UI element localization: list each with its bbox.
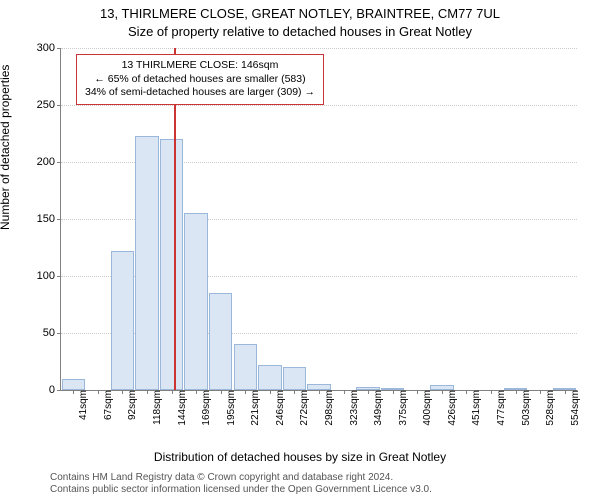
gridline-h bbox=[61, 48, 577, 49]
plot-area: 05010015020025030041sqm67sqm92sqm118sqm1… bbox=[60, 48, 577, 391]
y-tick-label: 250 bbox=[19, 99, 61, 111]
y-tick-label: 0 bbox=[19, 384, 61, 396]
x-tick-label: 528sqm bbox=[541, 390, 556, 426]
x-tick-label: 92sqm bbox=[123, 390, 138, 420]
annotation-line2: ← 65% of detached houses are smaller (58… bbox=[85, 73, 315, 87]
x-tick-label: 144sqm bbox=[173, 390, 188, 426]
footer-text: Contains HM Land Registry data © Crown c… bbox=[50, 472, 590, 496]
x-tick-label: 169sqm bbox=[197, 390, 212, 426]
histogram-bar bbox=[111, 251, 134, 390]
annotation-box: 13 THIRLMERE CLOSE: 146sqm ← 65% of deta… bbox=[76, 54, 324, 105]
x-tick-label: 426sqm bbox=[443, 390, 458, 426]
x-tick-label: 298sqm bbox=[320, 390, 335, 426]
y-tick-label: 50 bbox=[19, 327, 61, 339]
annotation-line1: 13 THIRLMERE CLOSE: 146sqm bbox=[85, 59, 315, 73]
x-tick-label: 67sqm bbox=[99, 390, 114, 420]
footer-line2: Contains public sector information licen… bbox=[50, 484, 590, 496]
histogram-bar bbox=[62, 379, 85, 390]
histogram-bar bbox=[135, 136, 158, 390]
x-tick-label: 451sqm bbox=[467, 390, 482, 426]
x-tick-label: 375sqm bbox=[394, 390, 409, 426]
y-tick-label: 150 bbox=[19, 213, 61, 225]
x-axis-label: Distribution of detached houses by size … bbox=[0, 450, 600, 464]
chart-title-line2: Size of property relative to detached ho… bbox=[0, 24, 600, 39]
gridline-h bbox=[61, 105, 577, 106]
y-tick-label: 300 bbox=[19, 42, 61, 54]
chart-title-line1: 13, THIRLMERE CLOSE, GREAT NOTLEY, BRAIN… bbox=[0, 6, 600, 21]
y-axis-label: Number of detached properties bbox=[0, 65, 12, 230]
chart-container: 13, THIRLMERE CLOSE, GREAT NOTLEY, BRAIN… bbox=[0, 0, 600, 500]
x-tick-label: 323sqm bbox=[345, 390, 360, 426]
y-tick-label: 200 bbox=[19, 156, 61, 168]
x-tick-label: 195sqm bbox=[222, 390, 237, 426]
x-tick-label: 246sqm bbox=[271, 390, 286, 426]
x-tick-label: 41sqm bbox=[74, 390, 89, 420]
y-tick-label: 100 bbox=[19, 270, 61, 282]
x-tick-label: 400sqm bbox=[418, 390, 433, 426]
x-tick-label: 221sqm bbox=[246, 390, 261, 426]
histogram-bar bbox=[209, 293, 232, 390]
x-tick-label: 554sqm bbox=[566, 390, 581, 426]
x-tick-label: 477sqm bbox=[492, 390, 507, 426]
histogram-bar bbox=[283, 367, 306, 390]
histogram-bar bbox=[258, 365, 281, 390]
footer-line1: Contains HM Land Registry data © Crown c… bbox=[50, 472, 590, 484]
x-tick-label: 503sqm bbox=[517, 390, 532, 426]
x-tick-label: 349sqm bbox=[369, 390, 384, 426]
annotation-line3: 34% of semi-detached houses are larger (… bbox=[85, 86, 315, 100]
x-tick-label: 272sqm bbox=[295, 390, 310, 426]
histogram-bar bbox=[160, 139, 183, 390]
x-tick-label: 118sqm bbox=[148, 390, 163, 425]
histogram-bar bbox=[184, 213, 207, 390]
histogram-bar bbox=[234, 344, 257, 390]
